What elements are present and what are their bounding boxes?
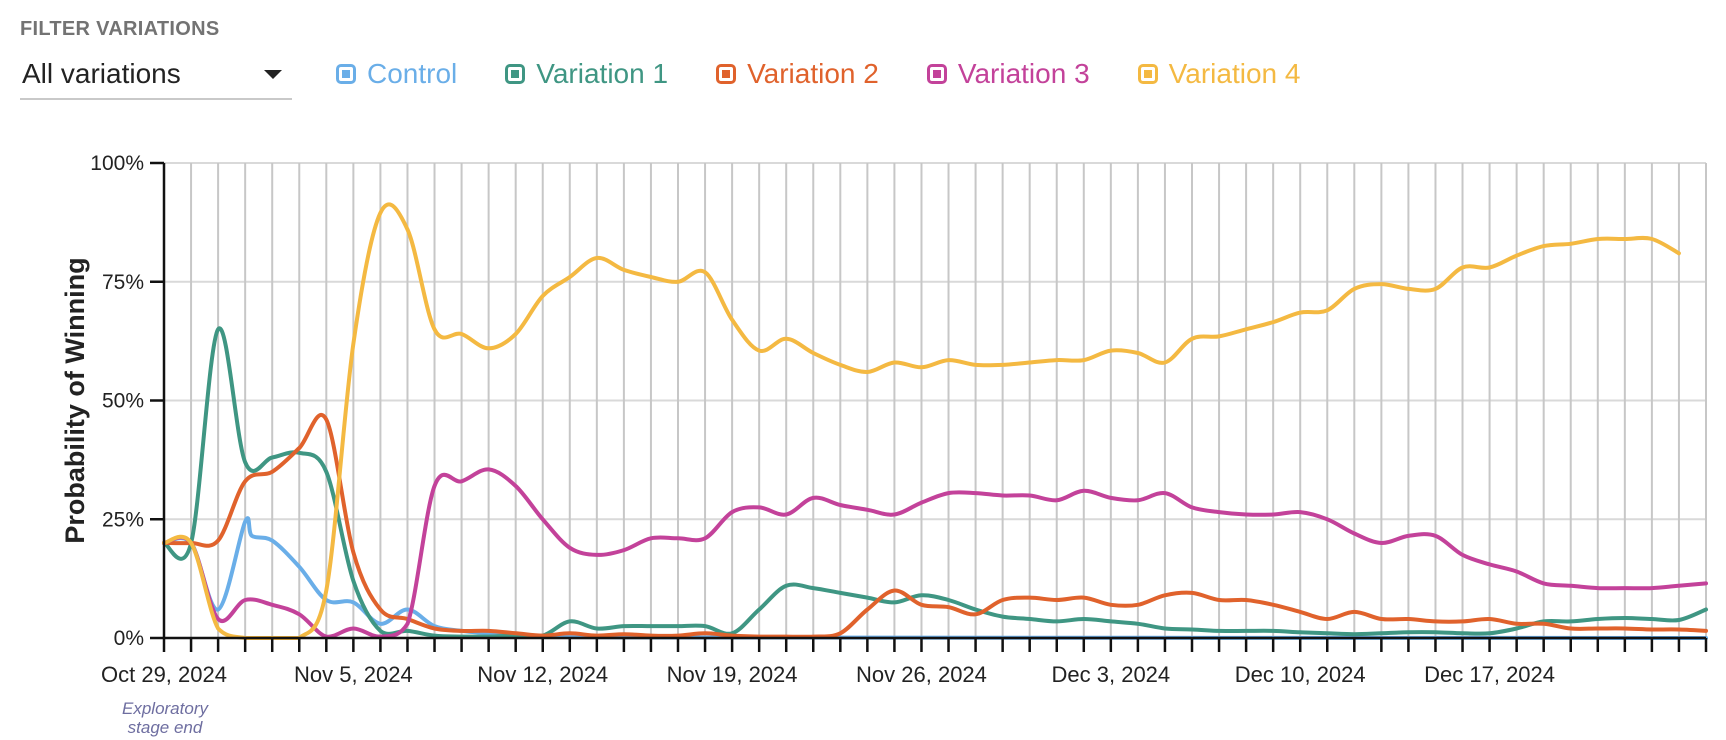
filter-variations-header: FILTER VARIATIONS — [20, 18, 220, 40]
legend-checkbox-icon[interactable] — [505, 64, 526, 84]
x-tick-label: Oct 29, 2024 — [101, 662, 227, 687]
x-tick-label: Dec 17, 2024 — [1424, 662, 1555, 687]
variation-filter-value: All variations — [22, 58, 181, 89]
legend-checkbox-icon[interactable] — [716, 64, 737, 84]
legend-item-control[interactable]: Control — [336, 58, 457, 90]
legend-item-variation-4[interactable]: Variation 4 — [1137, 58, 1301, 90]
y-tick-label: 0% — [114, 627, 144, 650]
x-tick-label: Nov 5, 2024 — [294, 662, 413, 687]
x-tick-label: Nov 26, 2024 — [856, 662, 987, 687]
series-line-variation-1 — [162, 326, 1708, 639]
legend-checkbox-icon[interactable] — [336, 64, 356, 84]
legend-checkbox-icon[interactable] — [1137, 64, 1158, 84]
legend-label: Variation 2 — [747, 58, 879, 89]
legend-label: Variation 1 — [536, 58, 669, 89]
series-line-variation-4 — [162, 202, 1681, 640]
series-line-variation-2 — [162, 413, 1708, 639]
y-tick-label: 75% — [102, 271, 144, 294]
chevron-down-icon — [264, 70, 282, 79]
y-tick-label: 50% — [102, 390, 144, 413]
series-line-variation-3 — [162, 467, 1708, 639]
legend-checkbox-icon[interactable] — [926, 64, 947, 84]
y-axis-title: Probability of Winning — [60, 257, 90, 543]
legend-item-variation-2[interactable]: Variation 2 — [716, 58, 879, 90]
x-tick-label: Nov 12, 2024 — [477, 662, 608, 687]
y-tick-label: 25% — [102, 508, 144, 531]
exploratory-stage-annotation: stage end — [128, 718, 203, 737]
legend-item-variation-3[interactable]: Variation 3 — [926, 58, 1090, 90]
legend-item-variation-1[interactable]: Variation 1 — [505, 58, 668, 90]
legend-label: Control — [367, 58, 458, 89]
exploratory-stage-annotation: Exploratory — [122, 699, 209, 718]
x-tick-label: Dec 3, 2024 — [1052, 662, 1171, 687]
legend-label: Variation 3 — [957, 58, 1090, 89]
y-tick-label: 100% — [90, 152, 144, 175]
x-tick-label: Nov 19, 2024 — [667, 662, 798, 687]
legend-label: Variation 4 — [1168, 58, 1301, 89]
chart-legend: Control Variation 1 Variation 2 Variation 3… — [336, 54, 1348, 94]
variation-filter-select[interactable]: All variations — [20, 52, 292, 100]
x-tick-label: Dec 10, 2024 — [1235, 662, 1366, 687]
